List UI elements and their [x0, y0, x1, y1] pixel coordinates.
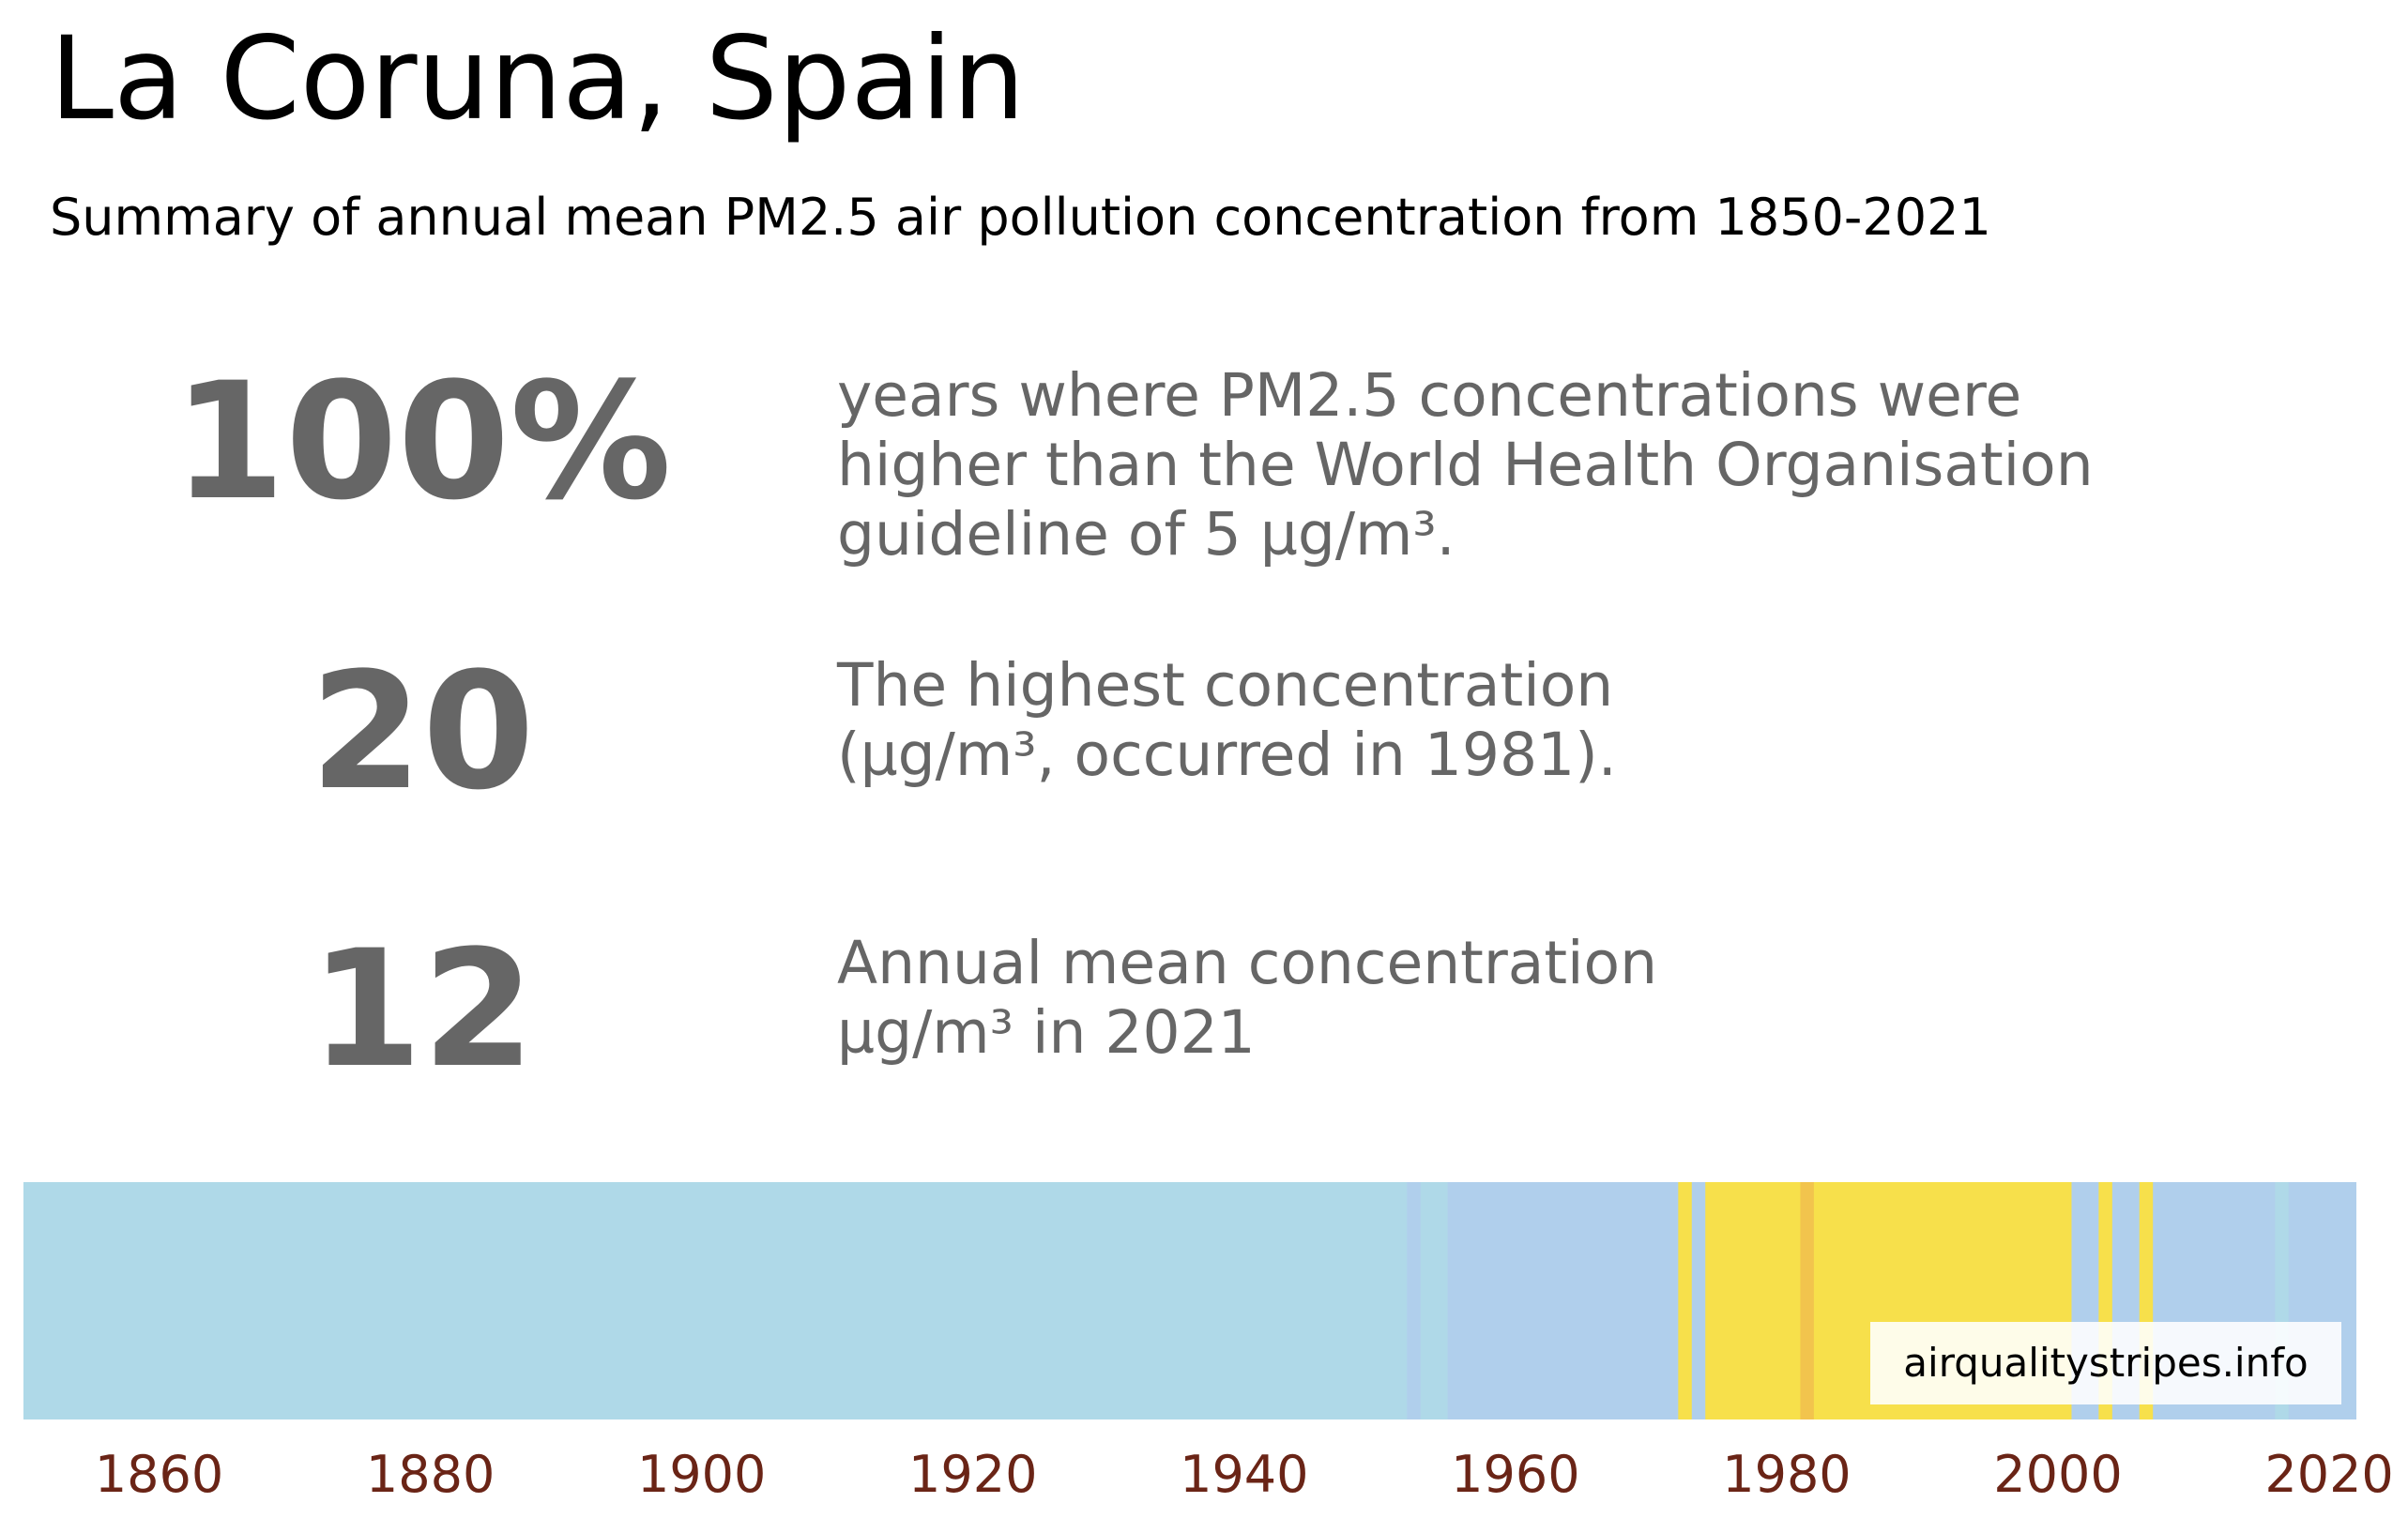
x-tick-label-1980: 1980: [1722, 1445, 1852, 1504]
stat-text-highest: The highest concentration (µg/m³, occurr…: [837, 651, 1617, 789]
stripe-1952-1953: [1407, 1182, 1422, 1419]
stripe-1955-1972: [1447, 1182, 1679, 1419]
stripe-1981-1982: [1800, 1182, 1815, 1419]
attribution-label: airqualitystripes.info: [1870, 1322, 2341, 1404]
x-tick-label-1920: 1920: [908, 1445, 1038, 1504]
x-tick-label-1960: 1960: [1451, 1445, 1580, 1504]
x-tick-label-1900: 1900: [636, 1445, 767, 1504]
page-title: La Coruna, Spain: [50, 12, 1026, 145]
x-tick-label-2000: 2000: [1993, 1445, 2123, 1504]
stat-value-percent: 100%: [173, 347, 672, 536]
stripe-1974-1981: [1705, 1182, 1802, 1419]
stripe-1953-1955: [1420, 1182, 1449, 1419]
stripe-1972-1973: [1678, 1182, 1693, 1419]
page-subtitle: Summary of annual mean PM2.5 air polluti…: [50, 188, 1991, 247]
stat-value-highest: 20: [310, 637, 535, 826]
stat-text-percent: years where PM2.5 concentrations were hi…: [837, 361, 2094, 569]
stat-value-latest: 12: [310, 915, 535, 1103]
x-tick-label-1860: 1860: [94, 1445, 224, 1504]
x-tick-label-1940: 1940: [1180, 1445, 1309, 1504]
stat-text-latest: Annual mean concentration µg/m³ in 2021: [837, 929, 1658, 1067]
stripe-1850-1952: [23, 1182, 1408, 1419]
stripe-1973-1974: [1691, 1182, 1706, 1419]
x-tick-label-1880: 1880: [365, 1445, 495, 1504]
x-tick-label-2020: 2020: [2264, 1445, 2394, 1504]
